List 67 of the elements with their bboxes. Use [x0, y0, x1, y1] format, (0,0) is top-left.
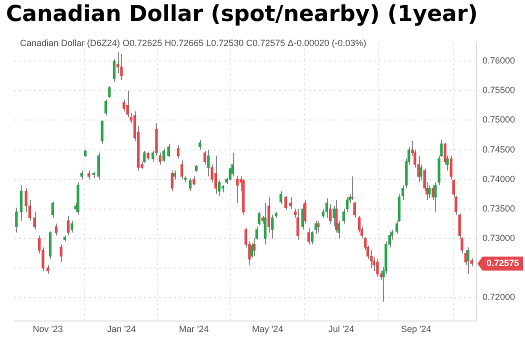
candlestick: [54, 223, 58, 236]
candlestick: [428, 184, 431, 199]
candlestick: [250, 242, 254, 258]
y-tick-label: 0.73000: [482, 232, 516, 243]
candlestick: [167, 143, 170, 158]
candlestick: [307, 227, 310, 245]
candlestick: [126, 90, 129, 118]
candlestick: [353, 201, 356, 218]
y-tick-label: 0.76000: [482, 56, 516, 66]
candlestick: [152, 150, 154, 162]
candlestick: [280, 190, 282, 205]
candlestick: [51, 201, 54, 218]
y-tick-label: 0.72000: [482, 292, 516, 302]
candlestick: [122, 99, 126, 112]
candlestick: [60, 244, 62, 263]
candlestick: [450, 155, 452, 180]
candlestick: [116, 52, 120, 74]
candlestick: [198, 139, 202, 150]
candlestick: [466, 246, 470, 274]
candlestick: [316, 220, 320, 234]
candlestick: [120, 54, 123, 81]
candlestick: [108, 85, 111, 98]
chart-subtitle: Canadian Dollar (D6Z24) O0.72625 H0.72665 L0.72530 C0.72575 Δ-0.00020 (-0.03%): [20, 38, 366, 48]
x-tick-label: Jul '24: [328, 324, 354, 334]
y-tick-label: 0.75500: [482, 85, 516, 96]
candlestick: [434, 182, 437, 212]
y-tick-label: 0.75000: [482, 114, 516, 125]
y-tick-label: 0.74500: [482, 144, 516, 154]
candlestick: [342, 208, 345, 224]
candlestick: [376, 258, 379, 278]
candlestick: [67, 215, 70, 236]
candlestick: [346, 196, 349, 212]
candlestick: [188, 178, 192, 192]
chart-title: Canadian Dollar (spot/nearby) (1year): [6, 2, 478, 27]
candlestick: [207, 149, 210, 177]
candlestick: [158, 152, 162, 166]
candlestick: [33, 211, 36, 230]
candlestick: [289, 196, 292, 210]
candlestick: [310, 230, 314, 245]
candlestick: [325, 198, 328, 218]
candlestick: [231, 152, 234, 177]
candlestick: [20, 184, 23, 222]
candlestick: [104, 99, 108, 116]
x-tick-label: Nov '23: [32, 324, 63, 334]
x-tick-label: Jan '24: [107, 324, 136, 334]
text: 0.72575: [486, 258, 520, 268]
x-tick-label: Sep '24: [400, 324, 432, 334]
candlestick: [70, 220, 74, 234]
candlestick: [176, 144, 180, 160]
y-tick-label: 0.73500: [482, 203, 516, 214]
candlestick: [15, 207, 18, 234]
y-tick-label: 0.74000: [482, 174, 516, 184]
candlestick: [97, 152, 100, 180]
candlestick: [170, 170, 174, 192]
candlestick: [214, 155, 217, 195]
candlestick: [180, 160, 184, 180]
x-tick-label: May '24: [252, 324, 284, 334]
candlestick: [284, 195, 288, 211]
candlestick: [162, 148, 166, 162]
candlestick: [350, 176, 354, 201]
candlestick: [112, 58, 116, 82]
x-tick-label: Mar '24: [179, 324, 209, 334]
candlestick: [100, 120, 104, 144]
candlestick: [314, 220, 318, 234]
candlestick: [203, 150, 206, 166]
candlestick: [236, 176, 239, 204]
candlestick: [258, 211, 260, 226]
